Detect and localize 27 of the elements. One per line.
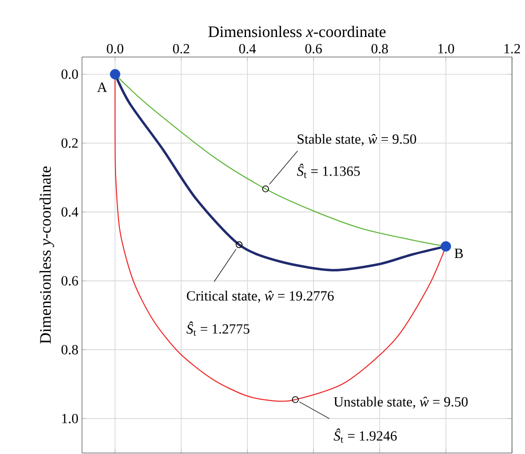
y-tick-label: 0.4: [62, 207, 78, 217]
x-tick-label: 0.2: [173, 44, 190, 54]
annotation: Ŝ$_{t}$ = 1.9246: [334, 428, 397, 443]
y-tick-label: 0.0: [62, 69, 78, 79]
y-tick-label: 0.6: [62, 276, 78, 286]
annotation: Stable state, ŵ = 9.50: [298, 134, 416, 146]
annotation: Critical state, ŵ = 19.2776: [186, 290, 334, 303]
annotation: A: [97, 82, 108, 92]
point: [236, 241, 243, 248]
y-axis-title: Dimensionless y-coordinate: [40, 166, 54, 344]
x-tick-label: 0.4: [239, 44, 256, 54]
x-tick-label: 1.2: [504, 44, 520, 54]
x-tick-label: 0.8: [371, 44, 388, 54]
y-tick-label: 0.2: [62, 138, 78, 148]
x-tick-label: 1.0: [438, 44, 454, 54]
x-tick-label: 0.6: [305, 44, 322, 54]
point: [110, 69, 120, 80]
annotation: Ŝ$_{t}$ = 1.2775: [186, 322, 250, 336]
y-tick-label: 0.8: [62, 344, 78, 354]
annotation: Ŝ$_{t}$ = 1.1365: [296, 164, 360, 178]
x-axis-title: Dimensionless x-coordinate: [208, 26, 386, 38]
x-tick-label: 0.0: [106, 44, 124, 54]
annotation: B: [454, 248, 463, 258]
annotation: Unstable state, ŵ = 9.50: [334, 396, 468, 409]
point: [262, 185, 269, 192]
y-tick-label: 1.0: [62, 414, 78, 424]
point: [440, 241, 452, 252]
